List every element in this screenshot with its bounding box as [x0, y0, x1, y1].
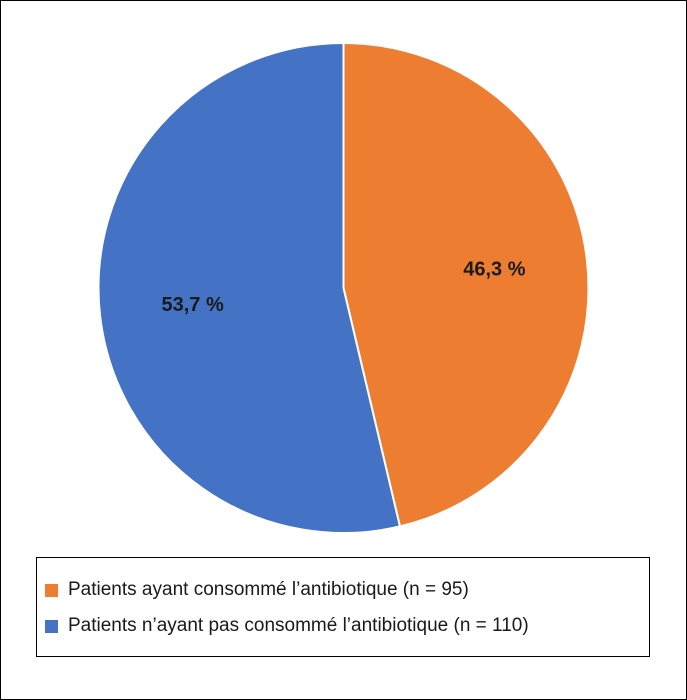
legend-label-consumed: Patients ayant consommé l’antibiotique (… [68, 579, 469, 600]
legend-label-not-consumed: Patients n’ayant pas consommé l’antibiot… [68, 615, 529, 636]
pie-label-consumed: 46,3 % [463, 259, 525, 281]
legend-item-not-consumed: Patients n’ayant pas consommé l’antibiot… [45, 608, 649, 644]
pie-slice-not-consumed [97, 41, 402, 534]
pie-slice-consumed [342, 41, 590, 528]
legend: Patients ayant consommé l’antibiotique (… [36, 557, 650, 657]
legend-item-consumed: Patients ayant consommé l’antibiotique (… [45, 572, 649, 608]
pie-label-not-consumed: 53,7 % [161, 294, 223, 316]
legend-swatch-not-consumed [45, 619, 58, 633]
legend-swatch-consumed [45, 583, 58, 597]
